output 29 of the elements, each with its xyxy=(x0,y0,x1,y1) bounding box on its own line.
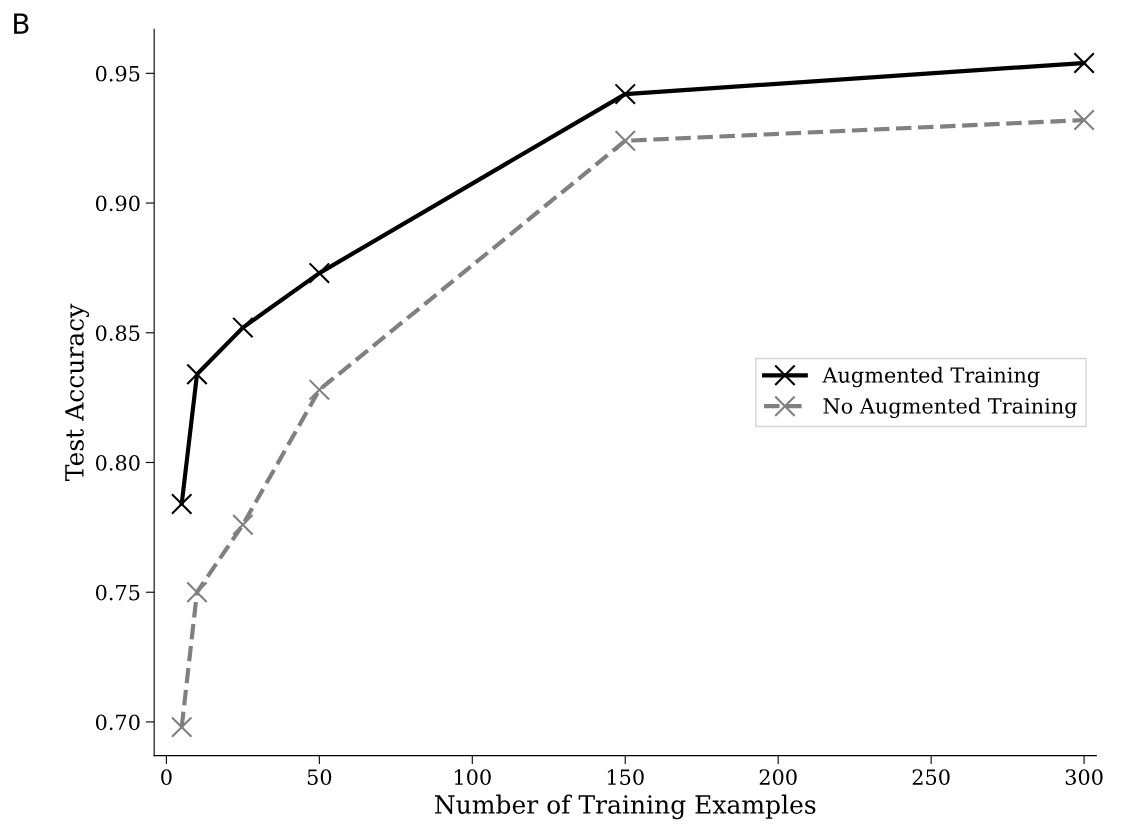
x-tick-label: 200 xyxy=(759,769,797,785)
x-tick-label: 100 xyxy=(454,769,491,785)
x-tick-label: 250 xyxy=(912,769,950,785)
y-tick-label: 0.85 xyxy=(95,325,140,341)
y-tick-label: 0.95 xyxy=(95,65,140,82)
point xyxy=(170,716,193,738)
y-tick-label: 0.70 xyxy=(95,714,140,731)
point xyxy=(170,493,193,515)
point xyxy=(1073,52,1095,74)
x-axis-title: Number of Training Examples xyxy=(435,794,816,820)
point xyxy=(308,262,331,284)
legend-label: Augmented Training xyxy=(822,366,1040,388)
y-axis-title: Test Accuracy xyxy=(65,303,90,481)
point xyxy=(614,130,637,152)
point xyxy=(614,83,637,105)
x-tick-label: 150 xyxy=(607,769,644,785)
point xyxy=(308,379,331,401)
x-tick-label: 0 xyxy=(161,769,172,785)
point xyxy=(1073,109,1095,131)
x-tick-label: 50 xyxy=(307,769,332,785)
y-tick-label: 0.90 xyxy=(95,195,140,212)
point xyxy=(186,581,208,603)
y-tick-label: 0.80 xyxy=(95,454,140,471)
y-tick-label: 0.75 xyxy=(95,584,140,601)
text: B xyxy=(14,13,29,34)
x-tick-label: 300 xyxy=(1065,769,1103,785)
legend-label: No Augmented Training xyxy=(823,397,1077,419)
point xyxy=(232,514,254,536)
point xyxy=(186,363,208,386)
